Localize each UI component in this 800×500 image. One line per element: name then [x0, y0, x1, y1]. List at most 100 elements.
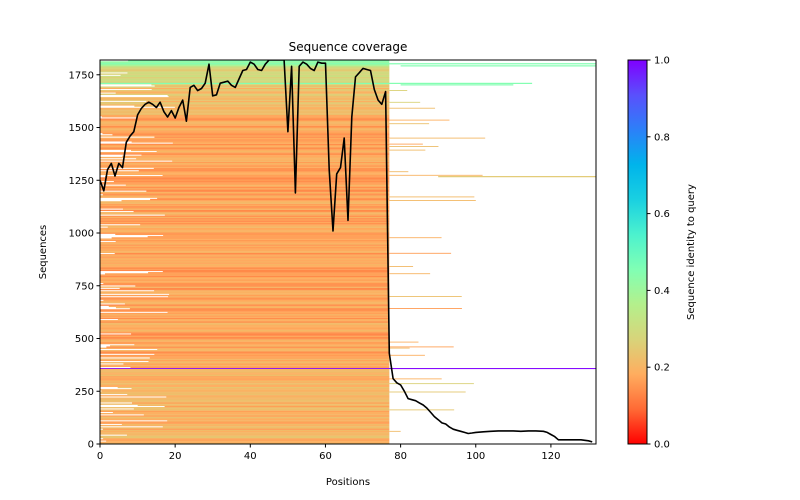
msa-row	[100, 191, 390, 194]
msa-row	[100, 312, 390, 315]
msa-row	[103, 282, 390, 285]
colorbar: 0.0 0.2 0.4 0.6 0.8 1.0 Sequence identity to …	[627, 56, 697, 451]
msa-row	[100, 122, 390, 124]
msa-row	[100, 230, 390, 232]
msa-row-extension	[389, 308, 462, 309]
msa-row	[100, 186, 390, 189]
msa-row	[100, 177, 390, 179]
msa-row	[128, 60, 390, 62]
msa-row	[100, 108, 390, 111]
msa-row	[100, 173, 390, 176]
msa-row	[100, 315, 390, 317]
x-tick-label: 40	[244, 451, 257, 462]
msa-row	[100, 332, 390, 334]
msa-row	[100, 262, 390, 264]
msa-row	[100, 129, 390, 131]
msa-row-extension	[389, 237, 442, 239]
x-tick-label: 0	[97, 451, 103, 462]
msa-row	[100, 152, 390, 154]
msa-row	[100, 78, 390, 80]
msa-row-extension	[389, 137, 486, 139]
msa-row	[131, 402, 390, 404]
msa-row	[150, 198, 390, 201]
msa-row	[133, 408, 390, 410]
msa-row	[100, 350, 390, 352]
msa-row	[100, 327, 390, 329]
msa-row	[100, 110, 390, 112]
msa-row	[100, 326, 390, 328]
chart-title: Sequence coverage	[289, 40, 408, 54]
msa-row	[100, 137, 390, 140]
msa-row	[100, 130, 390, 132]
msa-row	[100, 275, 390, 278]
msa-row-long	[400, 65, 596, 67]
msa-row	[100, 342, 390, 345]
msa-row	[100, 168, 390, 171]
msa-row	[100, 228, 390, 231]
msa-row	[100, 113, 390, 116]
msa-row	[141, 154, 390, 156]
msa-row	[100, 392, 390, 395]
msa-row	[100, 304, 390, 306]
msa-row	[100, 242, 390, 244]
msa-row-long	[400, 84, 514, 86]
msa-row-extension	[389, 90, 408, 91]
msa-row	[126, 434, 390, 436]
msa-row-extension	[389, 273, 431, 275]
msa-row	[100, 227, 390, 230]
msa-row	[131, 333, 390, 335]
msa-row	[100, 266, 390, 268]
msa-row	[100, 264, 390, 267]
y-tick-label: 0	[88, 440, 94, 451]
msa-row	[100, 254, 390, 256]
msa-row	[164, 405, 390, 408]
msa-row	[100, 206, 390, 208]
msa-row	[100, 103, 390, 105]
msa-row	[100, 335, 390, 338]
msa-row	[100, 65, 390, 67]
msa-row	[151, 84, 390, 86]
msa-row	[100, 284, 390, 286]
msa-row	[122, 155, 390, 158]
msa-row-extension	[389, 266, 414, 267]
msa-row	[146, 100, 390, 103]
msa-row	[100, 286, 390, 288]
msa-row	[100, 280, 390, 282]
msa-row	[100, 207, 390, 209]
msa-row	[100, 161, 390, 164]
msa-row	[100, 383, 390, 385]
msa-row	[168, 296, 390, 298]
msa-row	[154, 85, 390, 87]
y-tick-label: 1750	[69, 70, 94, 81]
x-axis: 0 20 40 60 80 100 120	[97, 444, 560, 462]
msa-row	[100, 114, 390, 117]
msa-row	[100, 409, 390, 411]
msa-row	[100, 269, 390, 272]
msa-row	[100, 397, 390, 399]
msa-row	[100, 239, 390, 242]
msa-row	[100, 316, 390, 318]
msa-row	[100, 362, 390, 364]
msa-row	[100, 278, 390, 280]
msa-row	[100, 144, 390, 147]
msa-row	[154, 353, 390, 356]
msa-row	[100, 424, 390, 427]
msa-row-extension	[389, 171, 409, 173]
msa-row	[100, 91, 390, 93]
msa-row	[174, 106, 390, 108]
msa-row	[102, 132, 390, 135]
msa-row	[100, 298, 390, 300]
msa-row	[100, 80, 390, 82]
msa-row	[100, 220, 390, 222]
msa-row	[100, 250, 390, 252]
msa-row	[100, 66, 390, 68]
msa-row	[100, 371, 390, 373]
msa-row	[100, 364, 390, 366]
msa-row	[117, 318, 390, 321]
msa-row	[103, 438, 390, 440]
msa-row	[147, 236, 390, 238]
msa-row	[112, 411, 390, 414]
msa-row	[100, 310, 390, 312]
msa-row	[100, 171, 390, 173]
msa-row	[100, 125, 390, 128]
